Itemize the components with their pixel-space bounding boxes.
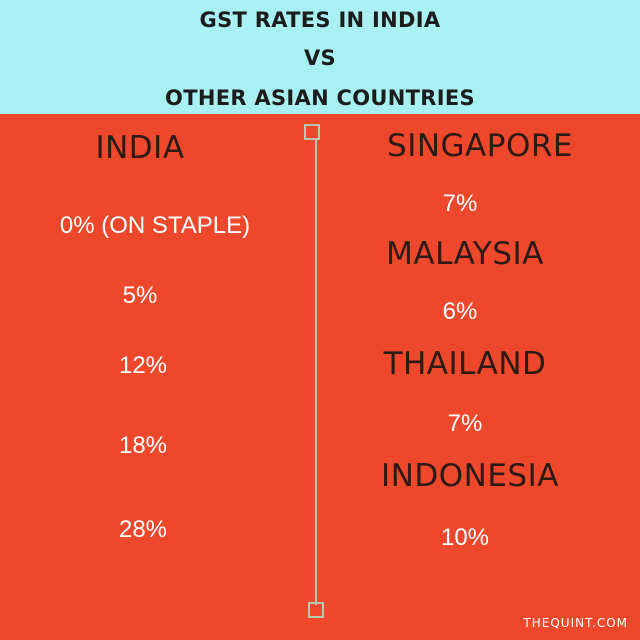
country-name-singapore: SINGAPORE (387, 128, 573, 164)
country-rate-malaysia: 6% (442, 298, 478, 325)
country-name-indonesia: INDONESIA (381, 458, 559, 494)
india-rate-1: 0% (ON STAPLE) (59, 212, 251, 239)
divider-bottom-square (308, 602, 324, 618)
comparison-panel (0, 114, 640, 640)
country-rate-indonesia: 10% (440, 524, 490, 551)
country-rate-singapore: 7% (442, 190, 478, 217)
source-watermark: THEQUINT.COM (523, 616, 628, 630)
divider-line (304, 124, 324, 618)
country-name-thailand: THAILAND (383, 346, 547, 382)
title-line-3: OTHER ASIAN COUNTRIES (165, 86, 475, 110)
divider-top-square (304, 124, 320, 140)
india-rate-5: 28% (118, 516, 168, 543)
country-name-malaysia: MALAYSIA (386, 236, 544, 272)
title-banner: GST RATES IN INDIA VS OTHER ASIAN COUNTR… (0, 0, 640, 114)
title-line-1: GST RATES IN INDIA (199, 8, 441, 32)
title-line-2: VS (304, 46, 336, 70)
india-rate-4: 18% (118, 432, 168, 459)
india-heading: INDIA (95, 130, 185, 166)
india-rate-3: 12% (118, 352, 168, 379)
country-rate-thailand: 7% (447, 410, 483, 437)
india-rate-2: 5% (122, 282, 158, 309)
